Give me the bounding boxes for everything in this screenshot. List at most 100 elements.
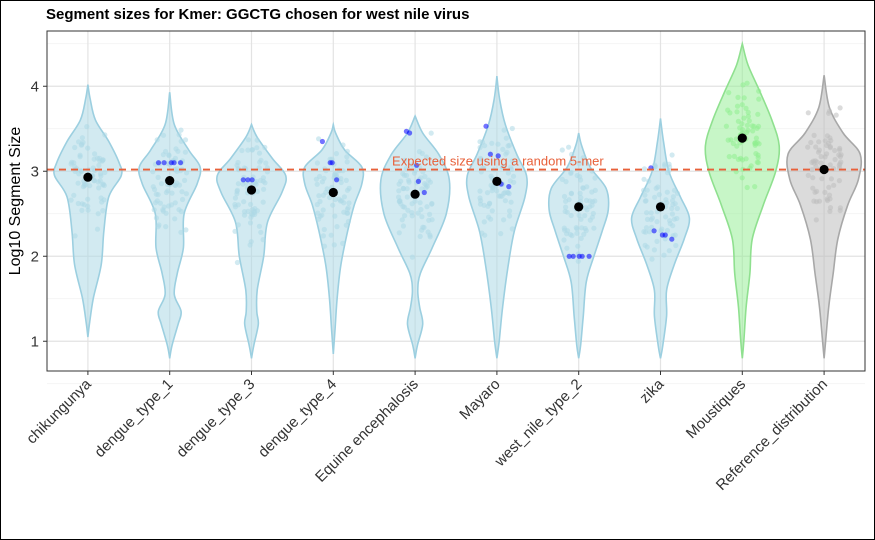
jitter-point xyxy=(232,228,238,234)
jitter-point xyxy=(85,145,91,151)
jitter-point xyxy=(96,162,102,168)
jitter-point xyxy=(756,88,762,94)
jitter-point xyxy=(576,161,582,167)
jitter-point xyxy=(576,212,582,218)
jitter-point xyxy=(345,218,351,225)
jitter-point xyxy=(735,94,741,100)
highlight-point xyxy=(161,160,167,166)
jitter-point xyxy=(100,208,106,214)
jitter-point xyxy=(79,168,85,174)
jitter-point xyxy=(485,203,491,209)
jitter-point xyxy=(151,207,157,213)
jitter-point xyxy=(496,193,502,199)
jitter-point xyxy=(320,192,326,198)
jitter-point xyxy=(501,217,507,223)
y-tick-label: 2 xyxy=(31,248,39,265)
jitter-point xyxy=(563,204,569,210)
highlight-point xyxy=(483,123,489,129)
jitter-point xyxy=(80,139,86,145)
jitter-point xyxy=(399,217,405,223)
jitter-point xyxy=(421,224,427,231)
jitter-point xyxy=(396,230,402,236)
jitter-point xyxy=(180,196,186,203)
jitter-point xyxy=(419,150,425,157)
jitter-point xyxy=(343,177,349,183)
jitter-point xyxy=(644,187,650,193)
jitter-point xyxy=(261,186,267,192)
jitter-point xyxy=(400,223,406,229)
jitter-point xyxy=(402,157,408,163)
jitter-point xyxy=(505,143,511,149)
jitter-point xyxy=(509,158,515,164)
jitter-point xyxy=(409,201,415,207)
jitter-point xyxy=(661,252,667,258)
jitter-point xyxy=(642,198,649,204)
jitter-point xyxy=(235,202,241,208)
jitter-point xyxy=(477,188,483,194)
highlight-point xyxy=(414,162,420,168)
mean-point-2 xyxy=(246,185,257,195)
jitter-point xyxy=(652,194,658,200)
jitter-point xyxy=(740,166,746,172)
jitter-point xyxy=(573,225,579,231)
jitter-point xyxy=(420,169,426,175)
jitter-point xyxy=(568,170,574,176)
jitter-point xyxy=(744,184,750,191)
jitter-point xyxy=(810,175,816,181)
jitter-point xyxy=(95,179,101,185)
jitter-point xyxy=(71,192,77,198)
jitter-point xyxy=(92,151,98,157)
jitter-point xyxy=(495,141,501,147)
jitter-point xyxy=(827,162,833,168)
jitter-point xyxy=(245,147,251,153)
jitter-point xyxy=(655,184,661,190)
jitter-point xyxy=(578,216,584,222)
highlight-point xyxy=(487,151,493,157)
jitter-point xyxy=(77,152,83,158)
jitter-point xyxy=(423,154,429,160)
jitter-point xyxy=(241,209,248,215)
violin-9 xyxy=(786,75,863,359)
jitter-point xyxy=(656,192,662,198)
jitter-point xyxy=(234,162,240,168)
jitter-point xyxy=(254,137,260,143)
highlight-point xyxy=(662,232,668,238)
jitter-point xyxy=(836,178,843,184)
jitter-point xyxy=(568,212,574,219)
jitter-point xyxy=(669,152,675,158)
jitter-point xyxy=(346,200,352,206)
jitter-point xyxy=(428,130,434,136)
jitter-point xyxy=(245,137,252,143)
jitter-point xyxy=(482,143,488,149)
jitter-point xyxy=(396,194,402,200)
jitter-point xyxy=(815,149,822,155)
jitter-point xyxy=(502,198,508,204)
jitter-point xyxy=(401,204,408,210)
jitter-point xyxy=(649,215,656,221)
jitter-point xyxy=(561,237,567,243)
jitter-point xyxy=(409,162,415,168)
jitter-point xyxy=(409,254,415,260)
jitter-point xyxy=(831,182,837,188)
jitter-point xyxy=(499,164,505,170)
jitter-point xyxy=(837,205,844,211)
reference-line-label: Expected size using a random 5-mer xyxy=(392,154,604,169)
jitter-point xyxy=(178,208,184,215)
jitter-point xyxy=(315,210,321,216)
jitter-point xyxy=(663,197,669,203)
jitter-point xyxy=(240,181,246,187)
jitter-point xyxy=(319,212,325,218)
jitter-point xyxy=(663,214,669,220)
jitter-point xyxy=(669,205,675,212)
jitter-point xyxy=(174,168,180,174)
jitter-point xyxy=(733,136,740,142)
jitter-point xyxy=(346,185,352,191)
y-axis-label: Log10 Segment Size xyxy=(7,127,24,276)
jitter-point xyxy=(651,247,658,253)
jitter-point xyxy=(664,227,671,234)
jitter-point xyxy=(750,128,756,134)
jitter-point xyxy=(232,195,238,201)
jitter-point xyxy=(256,223,262,229)
jitter-point xyxy=(837,145,843,151)
